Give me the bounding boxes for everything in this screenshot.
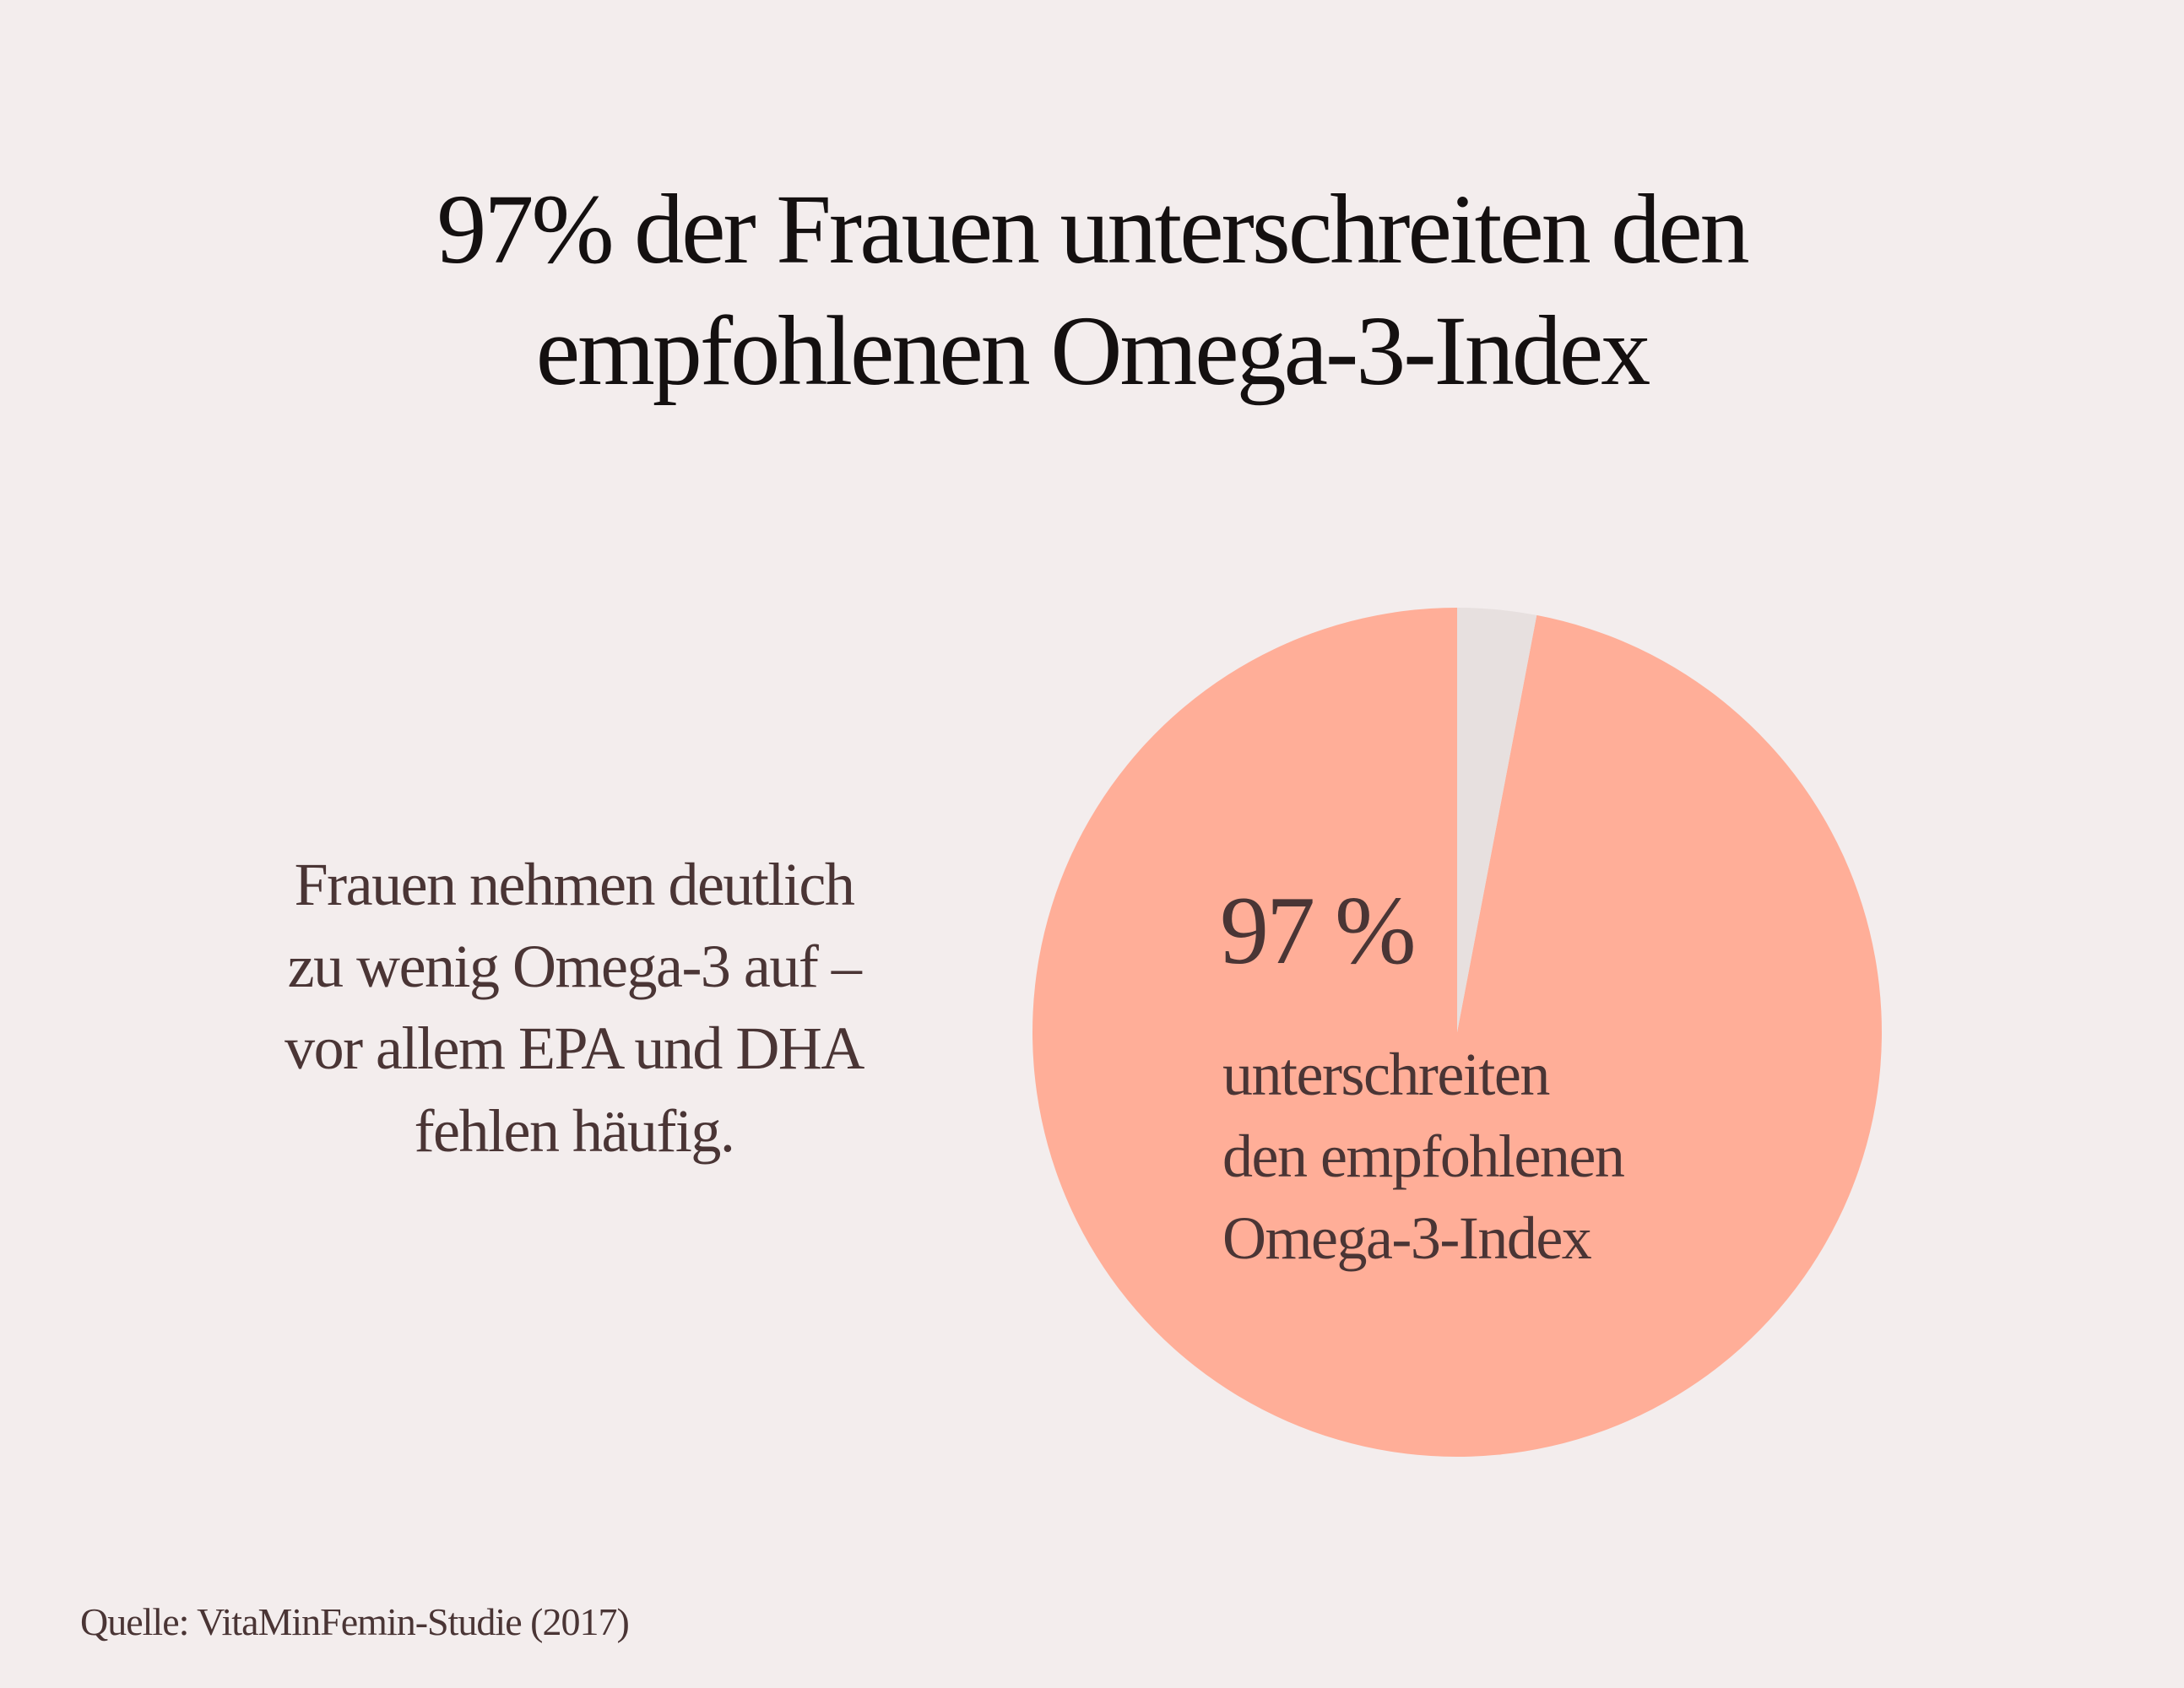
- description-line-3: vor allem EPA und DHA: [285, 1014, 864, 1083]
- slice-description-line-1: unterschreiten: [1222, 1041, 1550, 1108]
- description-line-1: Frauen nehmen deutlich: [294, 851, 855, 918]
- page-title: 97% der Frauen unterschreiten den empfoh…: [0, 169, 2184, 412]
- pie-slice-minority: [1457, 608, 1537, 1032]
- slice-percentage-label: 97 %: [1220, 877, 1417, 985]
- slice-description-line-3: Omega-3-Index: [1222, 1204, 1592, 1273]
- description-line-4: fehlen häufig.: [414, 1096, 735, 1165]
- pie-slice-majority: [1032, 608, 1882, 1457]
- slice-description-line-2: den empfohlenen: [1222, 1123, 1625, 1191]
- source-citation: Quelle: VitaMinFemin-Studie (2017): [80, 1600, 630, 1643]
- title-line-1: 97% der Frauen unterschreiten den: [436, 174, 1749, 284]
- description-text: Frauen nehmen deutlich zu wenig Omega-3 …: [203, 844, 946, 1172]
- title-line-2: empfohlenen Omega-3-Index: [535, 295, 1651, 406]
- description-line-2: zu wenig Omega-3 auf –: [287, 933, 862, 1001]
- slice-description: unterschreiten den empfohlenen Omega-3-I…: [1222, 1034, 1625, 1280]
